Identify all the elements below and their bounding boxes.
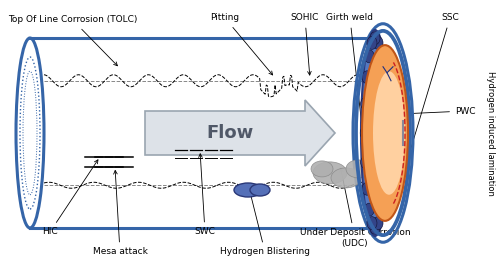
Ellipse shape [367, 217, 377, 230]
Ellipse shape [373, 36, 383, 49]
Ellipse shape [362, 71, 372, 84]
Text: Pitting: Pitting [210, 14, 272, 75]
Ellipse shape [380, 156, 390, 169]
Ellipse shape [378, 71, 388, 84]
Ellipse shape [362, 182, 372, 195]
Ellipse shape [380, 97, 390, 110]
Ellipse shape [370, 32, 380, 45]
Ellipse shape [346, 160, 370, 178]
Text: Hydrogen Blistering: Hydrogen Blistering [220, 188, 310, 256]
Ellipse shape [360, 156, 370, 169]
Ellipse shape [362, 45, 408, 221]
Ellipse shape [360, 127, 370, 139]
Ellipse shape [360, 97, 370, 110]
Text: Girth weld: Girth weld [326, 14, 374, 196]
Text: Hydrogen induced lamination: Hydrogen induced lamination [486, 70, 494, 196]
Text: SOHIC: SOHIC [291, 14, 319, 75]
FancyArrow shape [145, 100, 335, 166]
Ellipse shape [311, 161, 333, 177]
Text: SWC: SWC [194, 154, 216, 236]
Ellipse shape [361, 30, 389, 236]
Ellipse shape [380, 127, 390, 139]
Ellipse shape [234, 183, 262, 197]
Text: Under Deposit Corrosion
(UDC): Under Deposit Corrosion (UDC) [300, 169, 410, 248]
Ellipse shape [376, 203, 386, 216]
Text: HIC: HIC [42, 160, 98, 236]
Ellipse shape [331, 168, 361, 188]
Ellipse shape [367, 36, 377, 49]
Text: Flow: Flow [206, 124, 254, 142]
Ellipse shape [376, 50, 386, 63]
Text: SSC: SSC [398, 14, 459, 191]
Ellipse shape [364, 50, 374, 63]
Ellipse shape [370, 221, 380, 234]
Ellipse shape [373, 217, 383, 230]
Ellipse shape [378, 182, 388, 195]
Text: PWC: PWC [404, 106, 475, 115]
Ellipse shape [313, 162, 347, 184]
Ellipse shape [373, 71, 405, 195]
Ellipse shape [364, 203, 374, 216]
Text: Mesa attack: Mesa attack [92, 171, 148, 256]
Text: Top Of Line Corrosion (TOLC): Top Of Line Corrosion (TOLC) [8, 15, 138, 66]
Ellipse shape [250, 184, 270, 196]
